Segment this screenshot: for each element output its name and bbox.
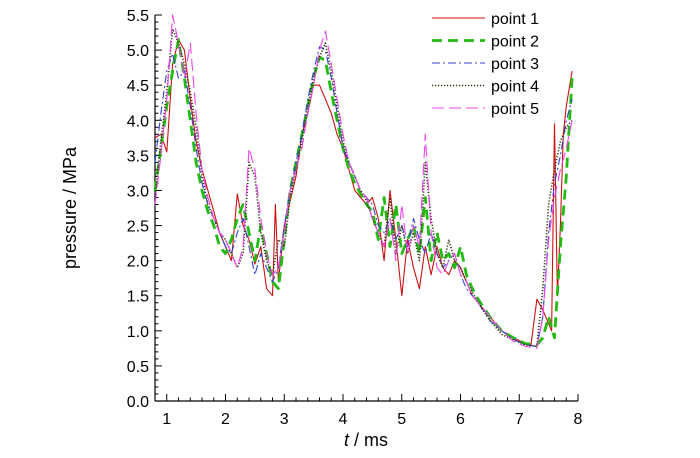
- y-tick-label: 2.5: [127, 219, 149, 236]
- x-axis-unit: / ms: [349, 430, 388, 450]
- legend-label-2: point 2: [491, 34, 539, 51]
- y-tick-label: 3.5: [127, 148, 149, 165]
- y-tick-label: 0.5: [127, 359, 149, 376]
- x-axis-variable: t: [344, 430, 350, 450]
- legend-label-3: point 3: [491, 56, 539, 73]
- series-line-5: [154, 14, 573, 349]
- legend-label-1: point 1: [491, 11, 539, 28]
- x-tick-label: 2: [221, 411, 230, 428]
- x-tick-label: 4: [339, 411, 348, 428]
- y-tick-label: 1.0: [127, 324, 149, 341]
- y-tick-label: 2.0: [127, 254, 149, 271]
- y-tick-label: 4.0: [127, 113, 149, 130]
- x-tick-label: 1: [162, 411, 171, 428]
- x-axis-ticks: 1 2 3 4 5 6 7 8: [154, 394, 583, 428]
- y-tick-label: 5.5: [127, 8, 149, 25]
- series-line-2: [153, 38, 574, 347]
- x-tick-label: 7: [515, 411, 524, 428]
- legend-label-5: point 5: [491, 101, 539, 118]
- legend: point 1 point 2 point 3 point 4 point 5: [432, 11, 539, 118]
- y-tick-label: 3.0: [127, 183, 149, 200]
- y-tick-label: 0.0: [127, 394, 149, 411]
- x-axis-title: t / ms: [344, 430, 388, 450]
- x-tick-label: 5: [397, 411, 406, 428]
- y-axis-ticks: 0.0 0.5 1.0 1.5 2.0 2.5 3.0 3.5 4.0 4.5 5.0 5.5: [127, 8, 162, 411]
- series-lines: [153, 14, 574, 349]
- x-tick-label: 3: [280, 411, 289, 428]
- y-tick-label: 5.0: [127, 43, 149, 60]
- x-tick-label: 6: [456, 411, 465, 428]
- y-axis-title: pressure / MPa: [60, 146, 80, 269]
- x-tick-label: 8: [574, 411, 583, 428]
- series-line-4: [154, 28, 573, 348]
- y-tick-label: 4.5: [127, 78, 149, 95]
- y-tick-label: 1.5: [127, 289, 149, 306]
- legend-label-4: point 4: [491, 79, 539, 96]
